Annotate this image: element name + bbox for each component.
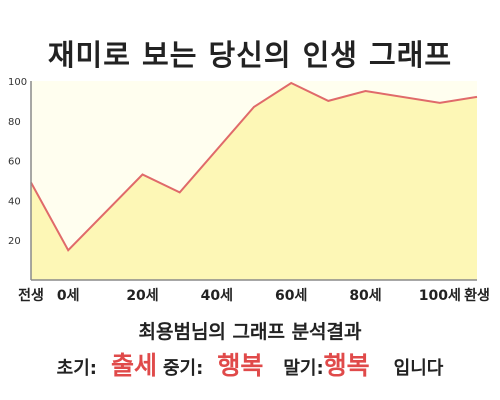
x-tick-label: 환생 — [464, 287, 490, 304]
late-value: 행복 — [323, 351, 370, 380]
x-tick-label: 60세 — [275, 288, 307, 304]
y-tick-labels: 20 40 60 80 100 — [8, 77, 27, 247]
x-tick-label: 100세 — [419, 288, 461, 304]
x-tick-label: 80세 — [349, 288, 381, 304]
early-label: 초기: — [56, 358, 97, 379]
x-tick-label: 전생 — [18, 287, 44, 304]
early-value: 출세 — [110, 351, 157, 380]
x-tick-label: 20세 — [126, 288, 158, 304]
y-tick-label: 80 — [8, 117, 21, 128]
series-line — [30, 81, 478, 252]
x-tick-label: 0세 — [57, 288, 80, 304]
middle-value: 행복 — [217, 351, 264, 380]
life-graph-chart: 20 40 60 80 100 전생 0세 20세 40세 60세 80세 100세 환생 — [8, 77, 490, 304]
y-tick-label: 20 — [8, 236, 21, 247]
chart-title: 재미로 보는 당신의 인생 그래프 — [47, 38, 453, 72]
late-label: 말기: — [283, 358, 324, 379]
area-fill — [31, 83, 477, 280]
y-tick-label: 60 — [8, 157, 21, 168]
x-tick-label: 40세 — [201, 288, 233, 304]
x-tick-labels: 전생 0세 20세 40세 60세 80세 100세 환생 — [18, 287, 490, 304]
analysis-caption: 최용범님의 그래프 분석결과 — [138, 321, 362, 343]
y-tick-label: 100 — [8, 77, 27, 88]
result-suffix: 입니다 — [393, 358, 444, 379]
y-tick-label: 40 — [8, 196, 21, 207]
middle-label: 중기: — [162, 358, 204, 379]
analysis-result: 초기: 출세 중기: 행복 말기:행복 입니다 — [0, 346, 500, 382]
